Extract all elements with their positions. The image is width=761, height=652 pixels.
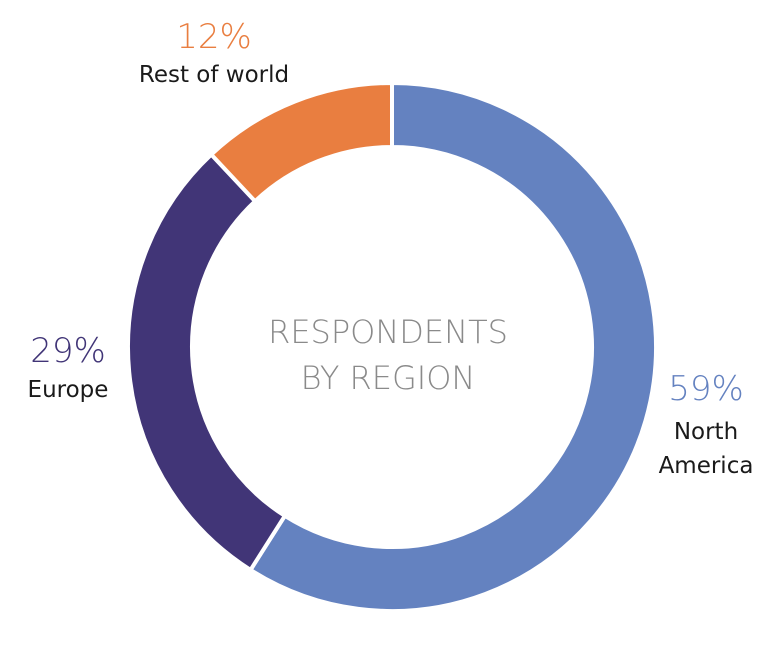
center-title-line-2: BY REGION (301, 359, 476, 397)
center-title-line-1: RESPONDENTS (268, 313, 508, 351)
labels-layer: 59% North America 29% Europe 12% Rest of world (28, 17, 754, 479)
slice-percent-label-0: 59% (668, 369, 744, 409)
slices-layer (126, 80, 658, 613)
donut-slice-2 (208, 80, 394, 205)
slice-name-label-0-0: North (674, 419, 738, 445)
slice-name-label-0-1: America (659, 453, 754, 479)
donut-slice-1 (126, 151, 288, 573)
slice-name-label-2-0: Rest of world (139, 62, 289, 88)
slice-percent-label-1: 29% (30, 331, 106, 371)
slice-name-label-1-0: Europe (28, 377, 109, 403)
slice-percent-label-2: 12% (176, 17, 252, 57)
donut-slice-0 (247, 80, 658, 613)
